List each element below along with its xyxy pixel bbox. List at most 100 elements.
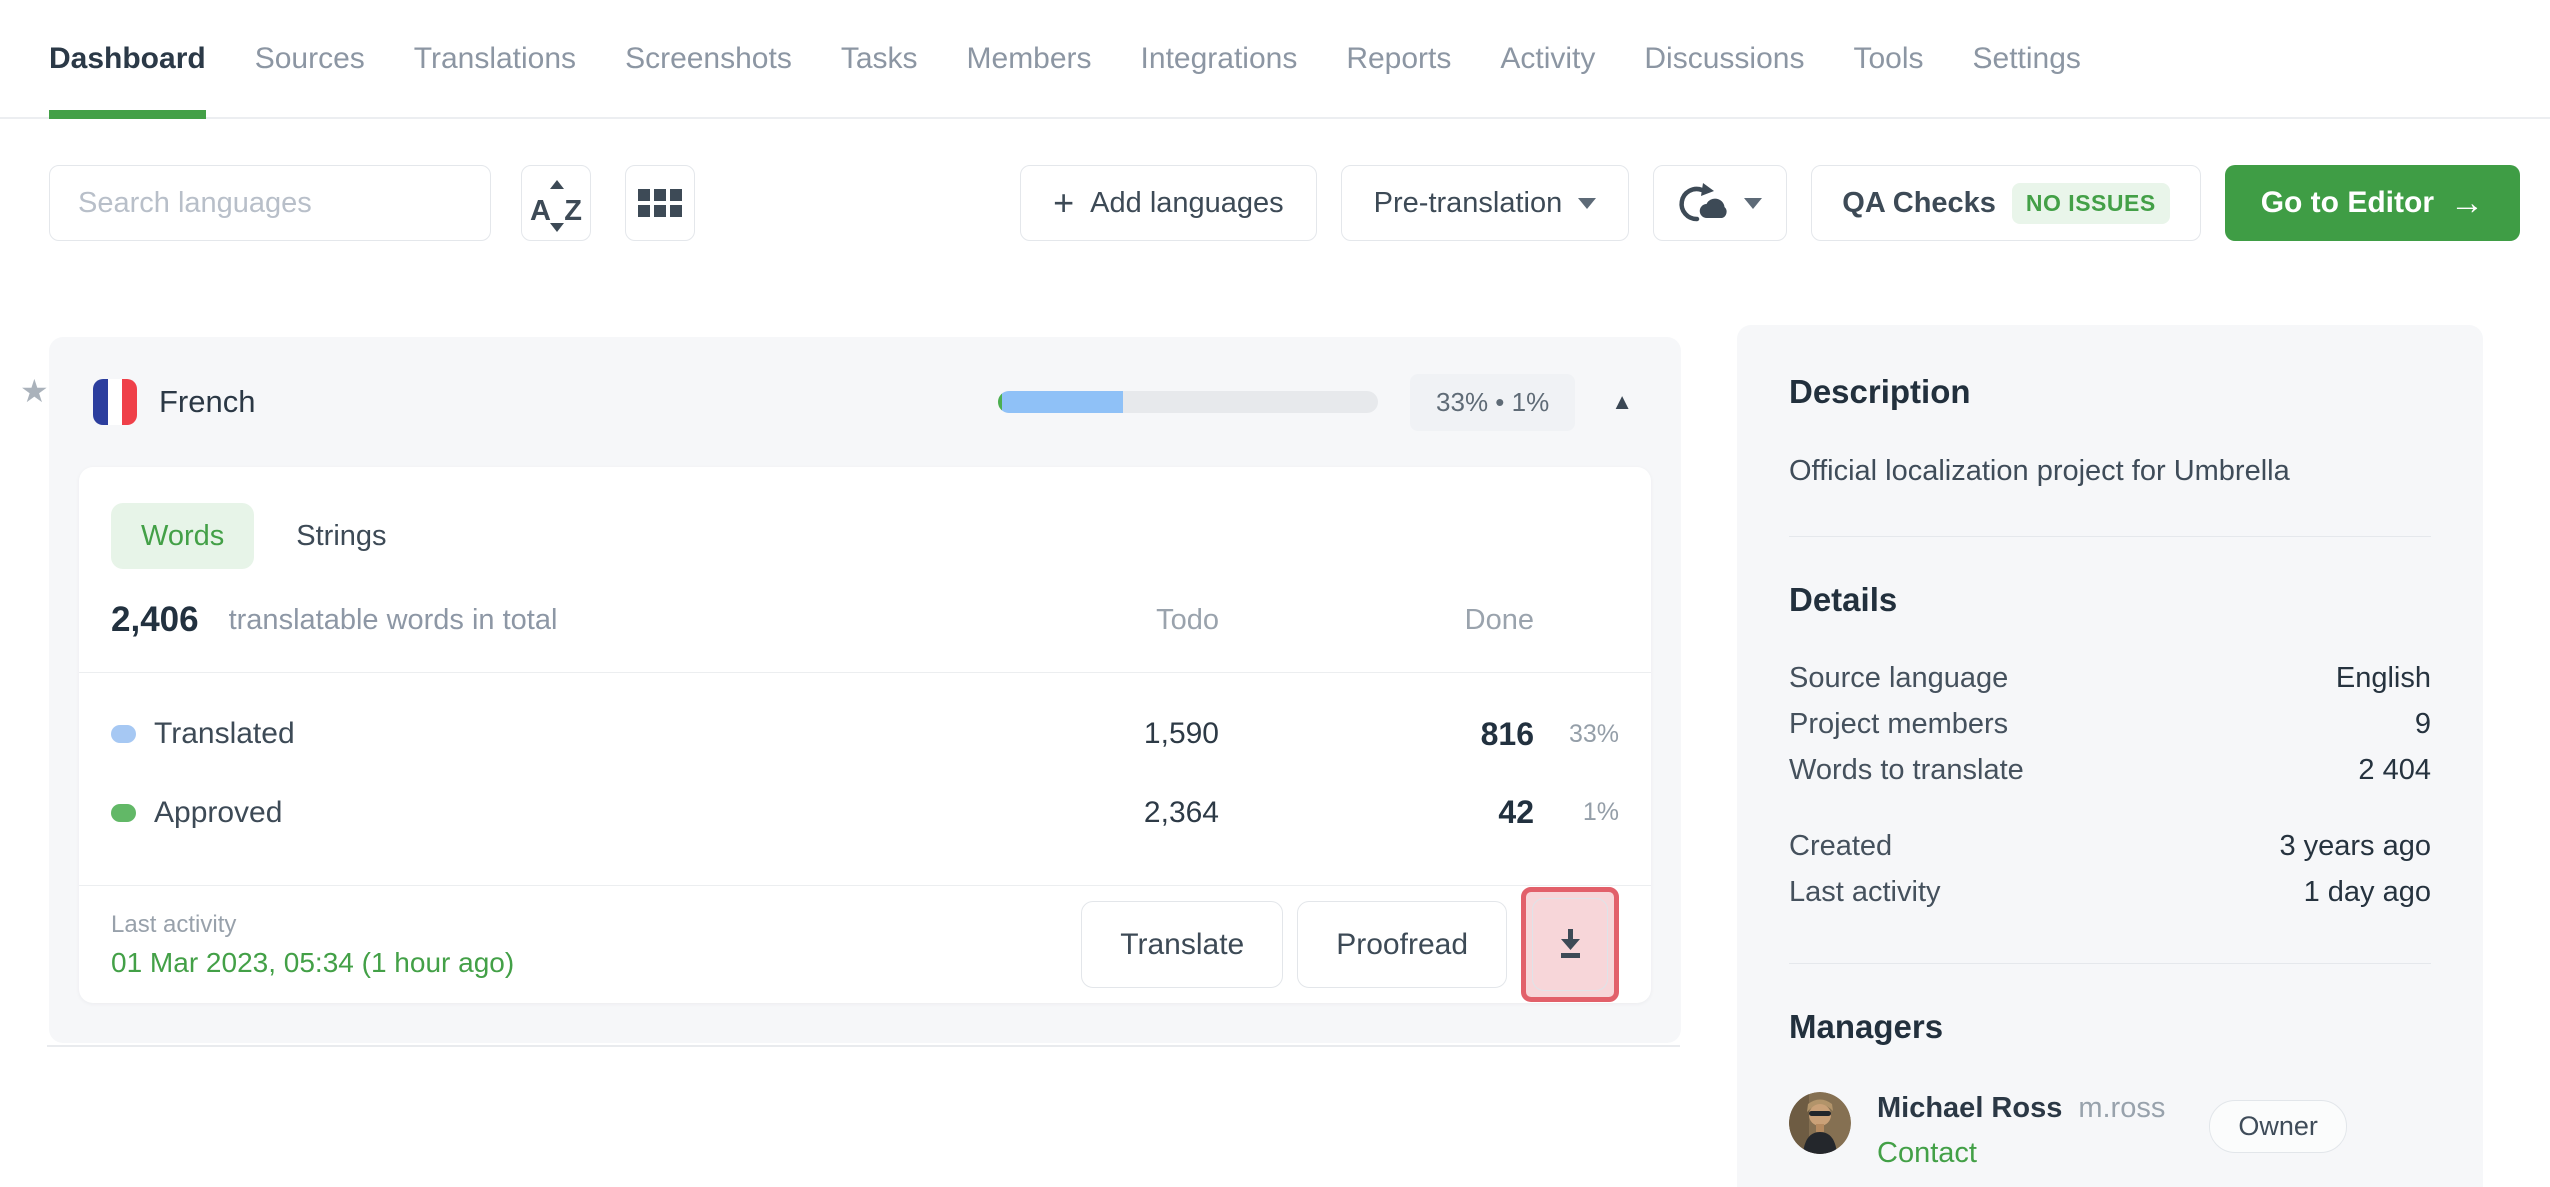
grid-icon [638,189,682,217]
approved-done-value: 42 [1498,794,1534,831]
tab-reports[interactable]: Reports [1346,41,1452,75]
description-title: Description [1789,373,1971,410]
progress-approved-segment [998,391,1002,413]
collapse-arrow-icon[interactable]: ▲ [1611,389,1633,414]
progress-translated-segment [1001,391,1124,413]
total-words-value: 2,406 [111,600,199,640]
divider [1789,963,2431,964]
cloud-sync-button[interactable] [1653,165,1788,241]
approved-percent: 1% [1582,798,1619,827]
detail-row-last-activity: Last activity 1 day ago [1789,869,2431,915]
footer-buttons: Translate Proofread [1081,887,1619,1003]
tab-activity[interactable]: Activity [1500,41,1596,75]
proofread-button[interactable]: Proofread [1297,901,1507,989]
tab-screenshots[interactable]: Screenshots [625,41,792,75]
avatar [1789,1092,1851,1154]
detail-label: Created [1789,830,1893,862]
tab-words[interactable]: Words [111,503,255,569]
chevron-down-icon [1744,197,1763,209]
detail-row-source-language: Source language English [1789,655,2431,701]
manager-info: Michael Ross m.ross Contact [1877,1092,2165,1170]
manager-row: Michael Ross m.ross Contact Owner [1789,1092,2431,1170]
detail-row-words-to-translate: Words to translate 2 404 [1789,747,2431,793]
translated-todo-value: 1,590 [1143,717,1219,751]
detail-label: Project members [1789,708,2009,740]
approved-dot-icon [111,803,136,822]
detail-value: English [2335,662,2431,694]
favorite-star-icon[interactable]: ★ [20,373,49,409]
language-name: French [159,384,256,419]
language-stats-card: Words Strings 2,406 translatable words i… [79,467,1651,1003]
pre-translation-button[interactable]: Pre-translation [1340,165,1630,241]
detail-row-created: Created 3 years ago [1789,823,2431,869]
stat-label: Approved [154,795,283,829]
go-to-editor-button[interactable]: Go to Editor → [2224,165,2520,241]
tab-members[interactable]: Members [966,41,1092,75]
stat-label: Translated [154,717,295,751]
stat-row-translated: Translated 1,590 816 33% [79,695,1651,774]
translated-done-value: 816 [1480,715,1534,752]
pre-translation-label: Pre-translation [1373,186,1563,219]
language-progress-bar [998,391,1379,413]
detail-value: 1 day ago [2303,876,2431,908]
owner-role-badge: Owner [2209,1100,2347,1153]
progress-percent-chip: 33% • 1% [1410,373,1576,431]
column-header-todo: Todo [1156,603,1219,636]
download-highlight-annotation [1521,887,1619,1003]
details-group: Source language English Project members … [1789,655,2431,793]
tab-tools[interactable]: Tools [1853,41,1924,75]
go-to-editor-label: Go to Editor [2260,186,2434,219]
section-divider [47,1045,1680,1047]
tab-discussions[interactable]: Discussions [1644,41,1805,75]
tab-translations[interactable]: Translations [413,41,577,75]
qa-status-badge: NO ISSUES [2011,182,2170,224]
divider [1789,536,2431,537]
column-header-done: Done [1464,603,1534,636]
detail-label: Last activity [1789,876,1941,908]
languages-toolbar: AZ + Add languages Pre-translation [49,165,2520,241]
project-info-sidebar: Description Official localization projec… [1737,325,2483,1187]
qa-checks-label: QA Checks [1842,186,1996,219]
tab-integrations[interactable]: Integrations [1140,41,1298,75]
language-header[interactable]: French 33% • 1% ▲ [49,337,1681,467]
language-panel-french: French 33% • 1% ▲ Words Strings 2,406 tr… [49,337,1681,1043]
last-activity-link[interactable]: 01 Mar 2023, 05:34 (1 hour ago) [111,946,515,978]
detail-value: 9 [2414,708,2431,740]
tab-dashboard[interactable]: Dashboard [49,0,206,119]
french-flag-icon [93,379,137,425]
stat-row-approved: Approved 2,364 42 1% [79,774,1651,853]
approved-todo-value: 2,364 [1143,795,1219,829]
manager-name: Michael Ross [1877,1092,2063,1124]
download-button[interactable] [1532,898,1608,992]
toolbar-actions: + Add languages Pre-translation QA Check… [1020,165,2520,241]
details-title: Details [1789,581,1898,618]
divider [79,671,1651,673]
contact-link[interactable]: Contact [1877,1137,1977,1169]
plus-icon: + [1053,182,1075,223]
download-icon [1560,929,1580,959]
tab-sources[interactable]: Sources [254,41,365,75]
detail-value: 2 404 [2358,754,2431,786]
translated-percent: 33% [1568,719,1619,748]
arrow-right-icon: → [2450,184,2484,222]
manager-username: m.ross [2078,1092,2166,1124]
detail-label: Words to translate [1789,754,2024,786]
totals-row: 2,406 translatable words in total Todo D… [79,569,1651,672]
translated-dot-icon [111,725,136,744]
detail-label: Source language [1789,662,2009,694]
units-tabs: Words Strings [79,467,1651,569]
add-languages-button[interactable]: + Add languages [1020,165,1317,241]
managers-title: Managers [1789,1008,1944,1045]
tab-tasks[interactable]: Tasks [840,41,918,75]
qa-checks-button[interactable]: QA Checks NO ISSUES [1811,165,2201,241]
tab-settings[interactable]: Settings [1972,41,2081,75]
translate-button[interactable]: Translate [1081,901,1284,989]
cloud-sync-icon [1679,183,1727,222]
search-input[interactable] [49,165,491,241]
tab-strings[interactable]: Strings [296,519,387,552]
total-words-caption: translatable words in total [228,603,558,636]
grid-view-button[interactable] [625,165,695,241]
